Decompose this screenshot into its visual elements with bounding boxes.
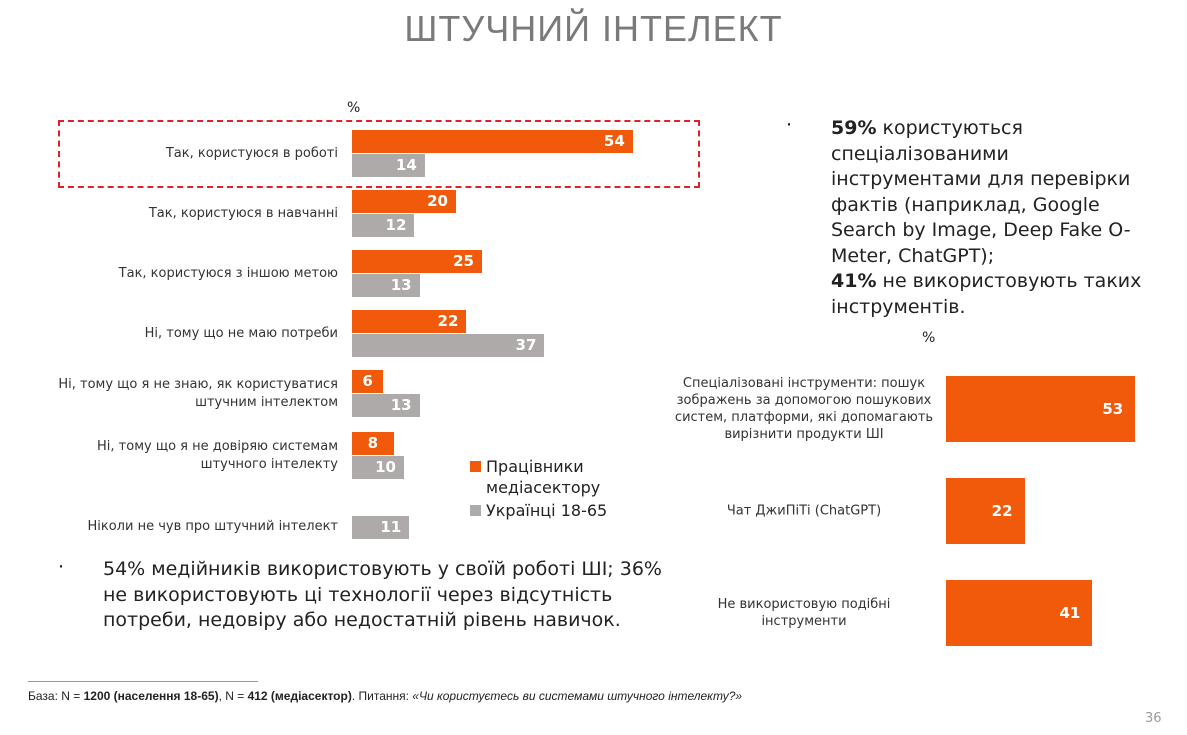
data-label: 53 (1102, 400, 1124, 418)
unit-label: % (347, 100, 361, 116)
summary-text: користуються спеціалізованими інструмент… (831, 117, 1131, 267)
footer-text: . Питання: (351, 689, 413, 703)
bar-media: 22 (352, 310, 467, 333)
bar-media: 41 (946, 580, 1093, 646)
bar-ukrainians: 37 (352, 334, 545, 357)
footer-note: База: N = 1200 (населення 18-65), N = 41… (28, 689, 742, 703)
category-label: Так, користуюся в роботі (165, 146, 338, 161)
footer-question: «Чи користуєтесь ви системами штучного і… (412, 689, 743, 703)
stat-highlight: 59% (831, 117, 877, 139)
bar-media: 22 (946, 478, 1025, 544)
footer-bold: 412 (медіасектор) (247, 689, 352, 703)
summary-text: не використовують таких інструментів. (831, 270, 1142, 318)
footer-bold: 1200 (населення 18-65) (83, 689, 219, 703)
legend-label: Працівники медіасектору (486, 457, 601, 497)
data-label: 6 (362, 372, 373, 390)
data-label: 37 (515, 336, 537, 354)
legend-swatch-ukrainians (470, 505, 481, 516)
bar-ukrainians: 10 (352, 456, 404, 479)
unit-label: % (922, 330, 936, 346)
category-label: Ні, тому що я не знаю, як користуватися … (58, 377, 338, 410)
data-label: 20 (427, 192, 448, 210)
legend-item-ukrainians: Українці 18-65 (470, 500, 626, 521)
footer-text: , N = (218, 689, 248, 703)
legend: Працівники медіасектору Українці 18-65 (470, 456, 626, 521)
bottom-summary: 54% медійників використовують у своїй ро… (103, 558, 662, 631)
right-summary: 59% користуються спеціалізованими інстру… (831, 116, 1151, 320)
legend-item-media: Працівники медіасектору (470, 456, 626, 498)
data-label: 54 (603, 132, 625, 150)
category-label: Ні, тому що я не довіряю системам штучно… (97, 439, 338, 472)
data-label: 41 (1059, 604, 1081, 622)
legend-swatch-media (470, 461, 481, 472)
bar-media: 53 (946, 376, 1136, 442)
data-label: 14 (395, 156, 417, 174)
data-label: 13 (390, 396, 412, 414)
category-label: Так, користуюся з іншою метою (118, 266, 338, 281)
category-label: Спеціалізовані інструменти: пошук зображ… (674, 376, 934, 442)
data-label: 10 (375, 458, 396, 476)
data-label: 22 (437, 312, 459, 330)
bullet-dot: · (58, 556, 65, 578)
bar-ukrainians: 12 (352, 214, 415, 237)
footer-divider (28, 681, 258, 682)
category-label: Не використовую подібні інструменти (717, 597, 891, 629)
footer-text: База: N = (28, 689, 84, 703)
bar-media: 8 (352, 432, 394, 455)
bar-ukrainians: 14 (352, 154, 425, 177)
data-label: 13 (390, 276, 412, 294)
bar-media: 6 (352, 370, 384, 393)
slide-title: ШТУЧНИЙ ІНТЕЛЕКТ (404, 8, 783, 49)
bar-media: 54 (352, 130, 633, 153)
bullet-dot: · (786, 114, 793, 136)
stat-highlight: 41% (831, 270, 877, 292)
bar-ukrainians: 13 (352, 394, 420, 417)
data-label: 11 (380, 518, 402, 536)
bar-media: 20 (352, 190, 456, 213)
highlight-box (58, 120, 700, 188)
category-label: Чат ДжиПіТі (ChatGPT) (726, 503, 882, 519)
bar-media: 25 (352, 250, 482, 273)
bar-ukrainians: 13 (352, 274, 420, 297)
data-label: 8 (367, 434, 379, 452)
category-label: Ніколи не чув про штучний інтелект (87, 519, 338, 534)
bar-ukrainians: 11 (352, 516, 410, 539)
data-label: 12 (385, 216, 407, 234)
legend-label: Українці 18-65 (486, 501, 608, 520)
category-label: Так, користуюся в навчанні (148, 206, 338, 221)
data-label: 25 (453, 252, 474, 270)
data-label: 22 (991, 502, 1013, 520)
category-label: Ні, тому що не маю потреби (144, 326, 338, 341)
page-number: 36 (1145, 711, 1162, 726)
